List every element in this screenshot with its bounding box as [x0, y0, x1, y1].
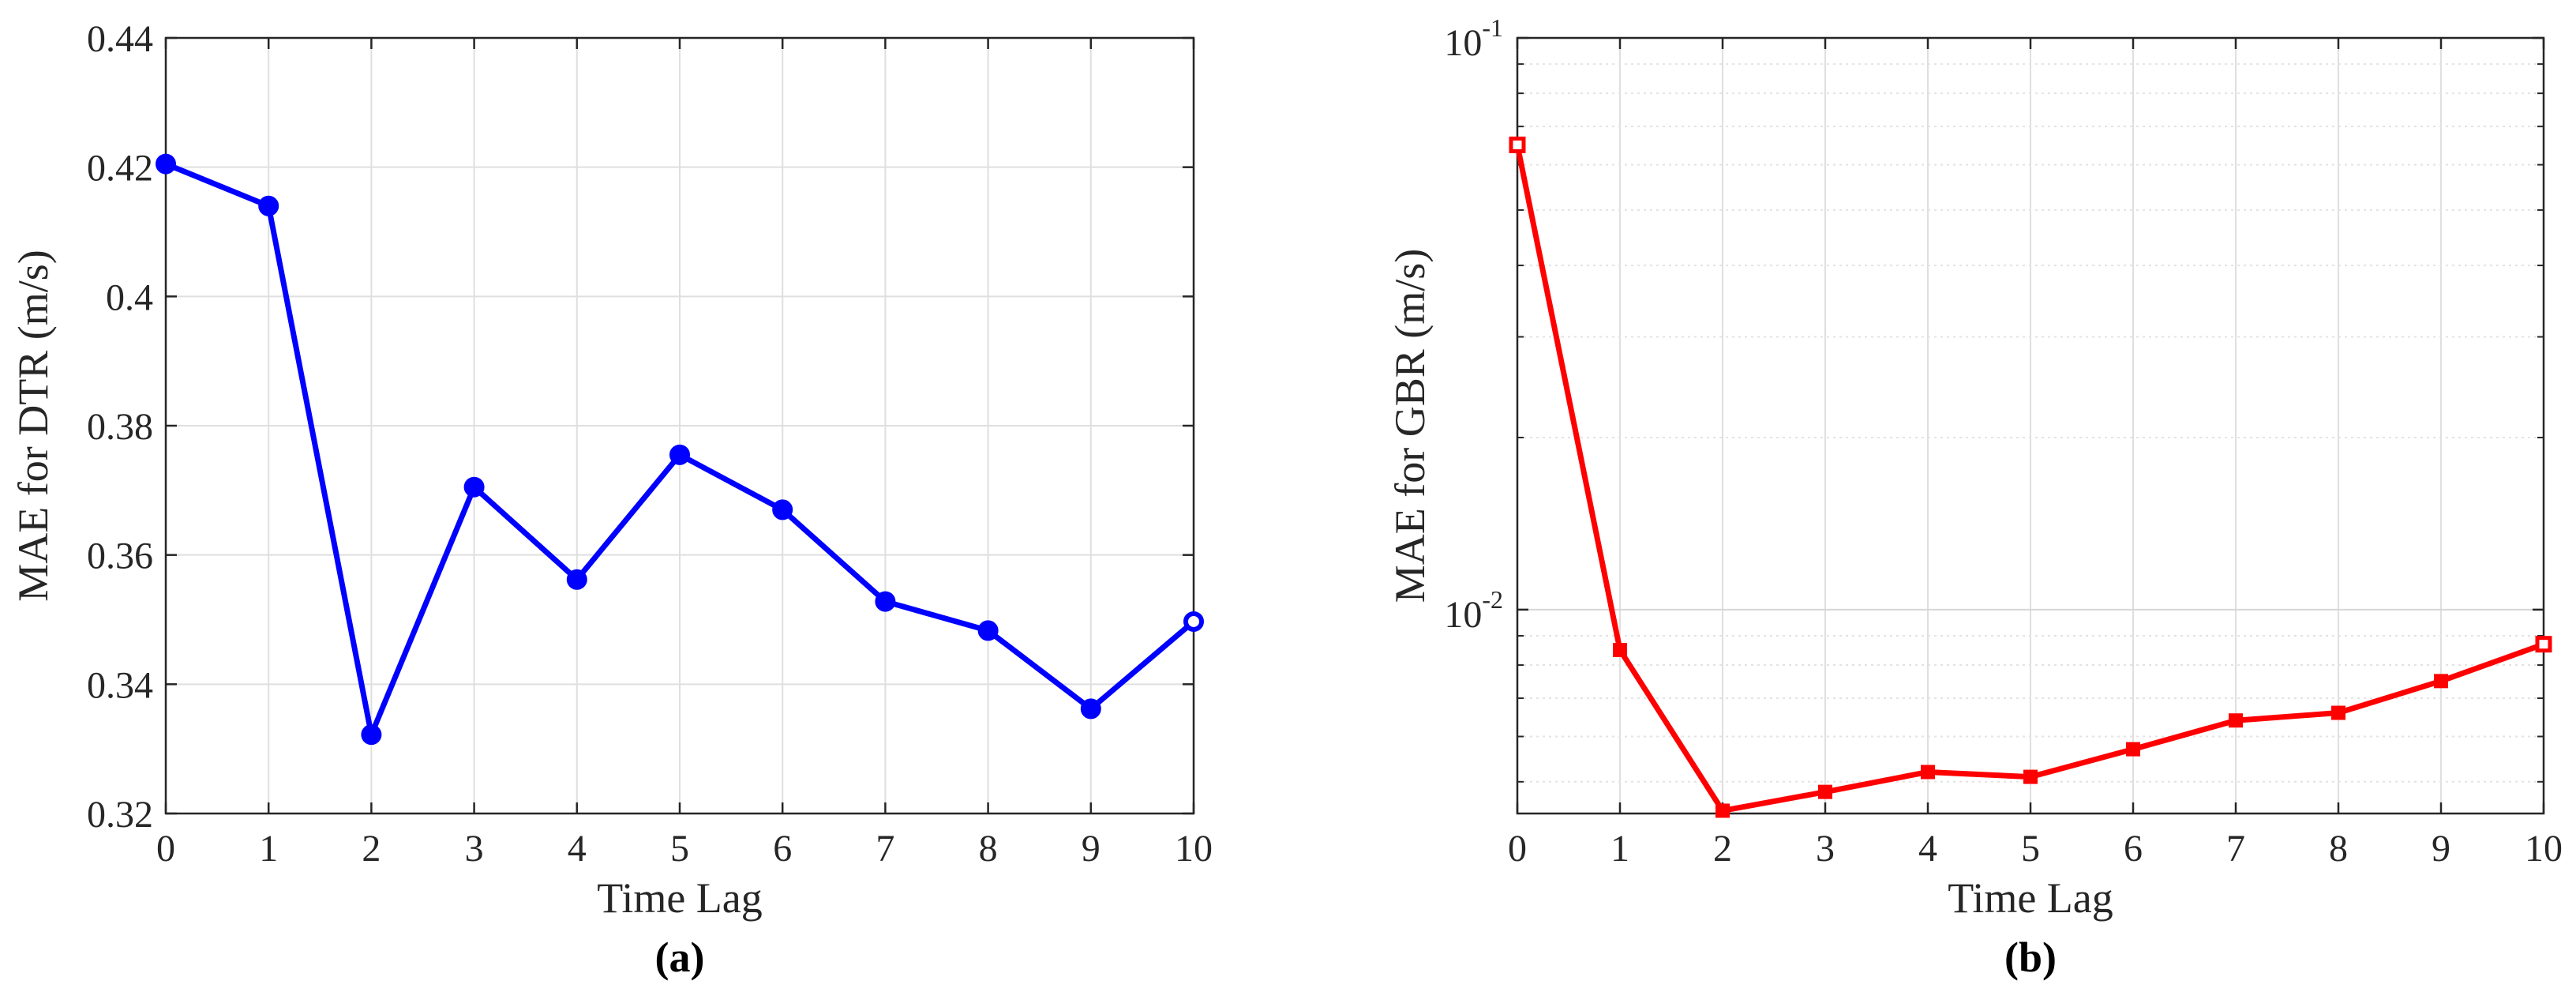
data-point: [2126, 742, 2140, 757]
data-point: [772, 499, 793, 520]
data-point: [2023, 769, 2038, 784]
chart-a-x-axis-label: Time Lag: [597, 874, 763, 922]
y-tick-base: 10: [1444, 594, 1482, 636]
chart-a-y-axis-label: MAE for DTR (m/s): [9, 250, 57, 601]
data-point: [566, 569, 587, 590]
x-tick-label: 5: [2021, 828, 2040, 870]
x-tick-label: 9: [2432, 828, 2450, 870]
y-tick-label: 0.32: [87, 794, 153, 836]
chart-a-grid: [165, 37, 1194, 814]
x-tick-label: 1: [1610, 828, 1629, 870]
y-tick-label: 10-1: [1444, 13, 1503, 64]
y-tick-label: 0.36: [87, 535, 153, 577]
chart-b-y-axis-label: MAE for GBR (m/s): [1386, 249, 1434, 603]
data-point: [1921, 765, 1935, 780]
chart-b-series: [1509, 136, 2552, 818]
x-tick-label: 3: [1816, 828, 1835, 870]
y-tick-exponent: -2: [1482, 585, 1503, 614]
x-tick-label: 2: [362, 828, 381, 870]
y-tick-label: 10-2: [1444, 585, 1503, 636]
y-tick-label: 0.38: [87, 406, 153, 448]
data-point: [156, 153, 176, 175]
data-point: [875, 591, 896, 612]
data-point: [1509, 136, 1526, 153]
data-point: [2331, 705, 2345, 720]
x-tick-label: 8: [979, 828, 998, 870]
data-point: [1715, 803, 1730, 818]
y-tick-label: 0.44: [87, 18, 153, 60]
data-point: [2434, 674, 2448, 689]
x-tick-label: 7: [876, 828, 894, 870]
x-tick-label: 6: [2124, 828, 2143, 870]
data-point: [2229, 713, 2243, 728]
data-point: [1080, 698, 1101, 720]
data-point: [1183, 611, 1204, 632]
y-tick-label: 0.42: [87, 148, 153, 190]
y-tick-exponent: -1: [1482, 13, 1503, 42]
data-point: [669, 444, 690, 465]
y-tick-label: 0.4: [106, 276, 153, 318]
chart-b-x-axis-label: Time Lag: [1948, 874, 2113, 922]
chart-a-panel-label: (a): [655, 934, 705, 981]
x-tick-label: 6: [773, 828, 792, 870]
chart-b-panel-label: (b): [2004, 934, 2057, 981]
chart-b-grid: [1517, 37, 2544, 813]
x-tick-label: 0: [1508, 828, 1527, 870]
x-tick-label: 5: [670, 828, 689, 870]
chart-a-series: [156, 153, 1204, 746]
x-tick-label: 8: [2329, 828, 2348, 870]
x-tick-label: 0: [156, 828, 175, 870]
data-point: [258, 195, 279, 216]
data-point: [1818, 784, 1832, 799]
y-tick-label: 0.34: [87, 664, 153, 706]
x-tick-label: 9: [1082, 828, 1101, 870]
x-tick-label: 10: [2525, 828, 2563, 870]
data-point: [1613, 642, 1627, 657]
data-point: [2535, 636, 2552, 653]
x-tick-label: 7: [2226, 828, 2245, 870]
data-point: [977, 620, 999, 641]
chart-a-ticks: 0 1 2 3 4 5 6 7 8 9 10 0.32 0.34 0.36 0.38 0.4 0.42 0.44: [87, 18, 1213, 870]
y-tick-base: 10: [1444, 22, 1482, 64]
chart-panel-a: 0 1 2 3 4 5 6 7 8 9 100.320.340.360.380.40.420.44 …: [9, 18, 1213, 981]
x-tick-label: 4: [1918, 828, 1937, 870]
x-tick-label: 1: [259, 828, 278, 870]
x-tick-label: 4: [568, 828, 587, 870]
data-point: [463, 476, 485, 498]
x-tick-label: 2: [1713, 828, 1732, 870]
data-point: [361, 724, 382, 746]
x-tick-label: 10: [1175, 828, 1213, 870]
x-tick-label: 3: [465, 828, 484, 870]
